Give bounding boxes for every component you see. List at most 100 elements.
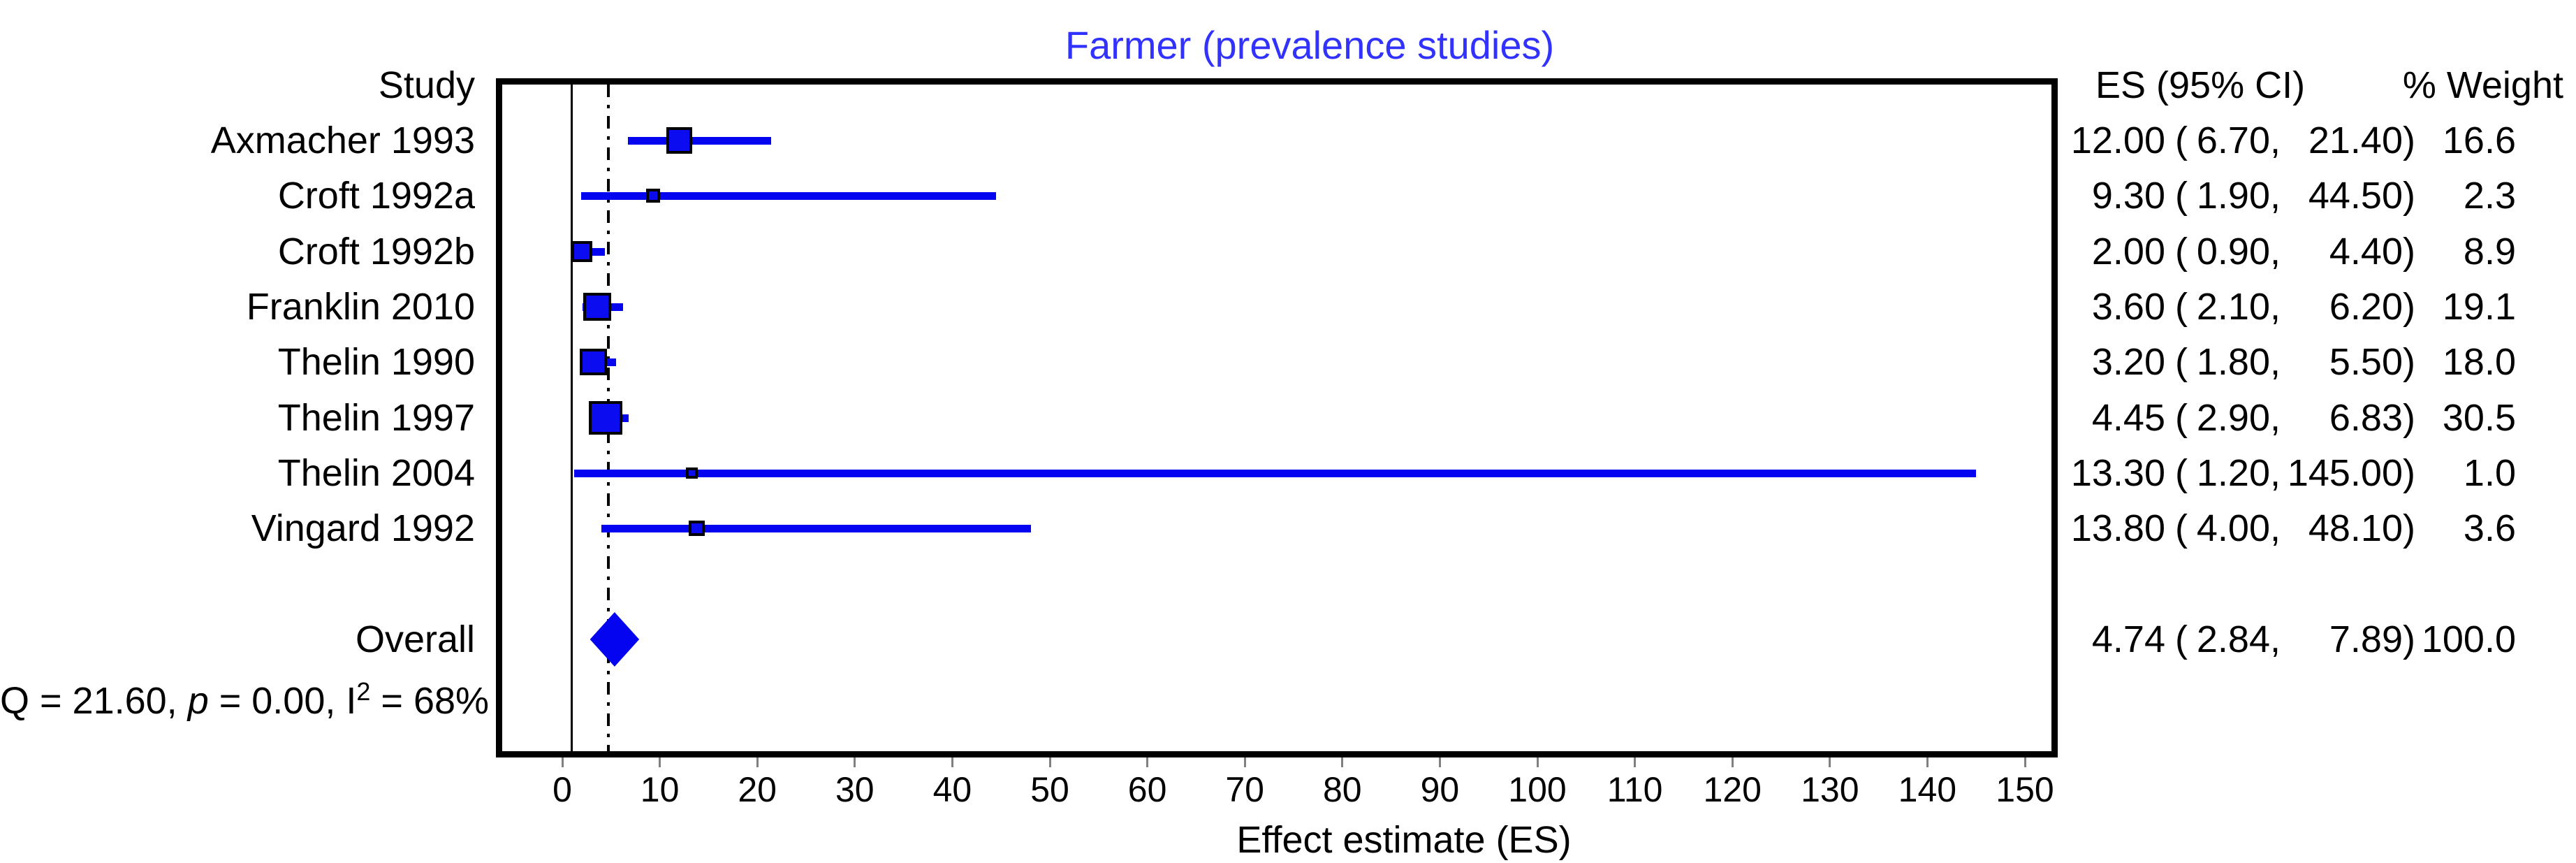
es-value: 3.60 (2091, 286, 2165, 328)
x-tick-label: 50 (1030, 770, 1069, 809)
ci-bar (601, 524, 1032, 532)
weight-cell: 8.9 (2463, 231, 2516, 273)
es-ci-cell: 9.30(1.90, 44.50) (2061, 174, 2415, 217)
x-tick-label: 70 (1225, 770, 1264, 809)
x-tick (1731, 757, 1734, 767)
x-tick (1634, 757, 1637, 767)
heterogeneity-text: Q = 21.60, p = 0.00, I2 = 68% (0, 670, 489, 722)
ci-high: 145.00 (2287, 452, 2403, 494)
es-value: 12.00 (2070, 119, 2165, 161)
overall-diamond (590, 612, 640, 667)
study-label: Thelin 1997 (277, 397, 475, 439)
effect-square (583, 293, 612, 321)
es-ci-cell: 12.00(6.70, 21.40) (2061, 119, 2415, 162)
x-tick-label: 110 (1607, 770, 1663, 809)
ci-low: 0.90 (2196, 231, 2270, 273)
weight-cell: 1.0 (2463, 452, 2516, 494)
ci-high: 6.20 (2329, 286, 2403, 328)
x-tick-label: 100 (1508, 770, 1567, 809)
overall-label: Overall (355, 618, 475, 660)
weight-cell: 3.6 (2463, 507, 2516, 549)
x-tick-label: 10 (640, 770, 680, 809)
ci-bar (573, 469, 1977, 477)
x-tick-label: 120 (1703, 770, 1762, 809)
ci-low: 1.20 (2196, 452, 2270, 494)
x-tick-label: 30 (835, 770, 874, 809)
x-tick (854, 757, 856, 767)
study-column-header: Study (378, 64, 475, 106)
x-tick (756, 757, 759, 767)
weight-cell: 30.5 (2442, 397, 2516, 439)
study-label: Thelin 2004 (277, 452, 475, 494)
ci-low: 2.90 (2196, 397, 2270, 439)
es-value: 3.20 (2091, 341, 2165, 383)
ci-high: 7.89 (2329, 618, 2403, 660)
ci-low: 1.80 (2196, 341, 2270, 383)
effect-square (666, 127, 693, 154)
ci-low: 1.90 (2196, 175, 2270, 217)
x-tick-label: 40 (932, 770, 972, 809)
x-tick (951, 757, 953, 767)
es-value: 9.30 (2091, 175, 2165, 217)
het-p-symbol: p (187, 680, 209, 722)
weight-cell: 16.6 (2442, 119, 2516, 161)
ci-high: 44.50 (2308, 175, 2403, 217)
effect-square (589, 401, 622, 435)
x-axis-label: Effect estimate (ES) (1236, 819, 1572, 861)
overall-weight-cell: 100.0 (2421, 618, 2516, 660)
weight-cell: 19.1 (2442, 286, 2516, 328)
weight-cell: 2.3 (2463, 175, 2516, 217)
ci-low: 2.84 (2196, 618, 2270, 660)
effect-square (571, 240, 593, 263)
study-label: Vingard 1992 (251, 507, 475, 549)
es-value: 13.30 (2070, 452, 2165, 494)
het-i2-sup: 2 (356, 677, 371, 706)
het-mid: = 0.00, I (208, 680, 357, 722)
ci-high: 48.10 (2308, 507, 2403, 549)
es-value: 13.80 (2070, 507, 2165, 549)
het-suffix: = 68% (370, 680, 490, 722)
x-tick (1341, 757, 1344, 767)
x-tick (2024, 757, 2026, 767)
chart-title: Farmer (prevalence studies) (1064, 23, 1555, 67)
plot-area (496, 78, 2058, 757)
x-tick-label: 0 (552, 770, 572, 809)
x-tick (1926, 757, 1929, 767)
x-tick (1536, 757, 1539, 767)
ci-bar (580, 191, 997, 200)
effect-square (689, 520, 705, 537)
x-tick (1829, 757, 1831, 767)
x-tick (1243, 757, 1246, 767)
x-tick-label: 90 (1420, 770, 1460, 809)
es-ci-cell: 2.00(0.90, 4.40) (2061, 230, 2415, 273)
reference-line-es1 (571, 85, 573, 751)
ci-high: 5.50 (2329, 341, 2403, 383)
study-label: Franklin 2010 (246, 286, 475, 328)
weight-cell: 18.0 (2442, 341, 2516, 383)
es-ci-cell: 3.60(2.10, 6.20) (2061, 285, 2415, 328)
ci-bar (627, 136, 771, 145)
x-tick (659, 757, 661, 767)
es-ci-cell: 3.20(1.80, 5.50) (2061, 340, 2415, 384)
es-ci-cell: 4.45(2.90, 6.83) (2061, 396, 2415, 440)
ci-low: 2.10 (2196, 286, 2270, 328)
ci-low: 6.70 (2196, 119, 2270, 161)
es-ci-column-header: ES (95% CI) (2095, 64, 2306, 106)
effect-square (686, 467, 698, 479)
x-tick-label: 20 (738, 770, 777, 809)
weight-column-header: % Weight (2402, 64, 2563, 106)
x-tick-label: 140 (1898, 770, 1957, 809)
x-tick-label: 130 (1801, 770, 1859, 809)
ci-high: 21.40 (2308, 119, 2403, 161)
x-tick-label: 80 (1322, 770, 1362, 809)
ci-high: 6.83 (2329, 397, 2403, 439)
study-label: Axmacher 1993 (210, 119, 475, 161)
x-tick (1438, 757, 1441, 767)
x-tick (561, 757, 564, 767)
ci-low: 4.00 (2196, 507, 2270, 549)
study-label: Croft 1992a (277, 175, 475, 217)
effect-square (645, 188, 660, 203)
x-tick (1146, 757, 1149, 767)
es-ci-cell: 13.80(4.00, 48.10) (2061, 507, 2415, 550)
